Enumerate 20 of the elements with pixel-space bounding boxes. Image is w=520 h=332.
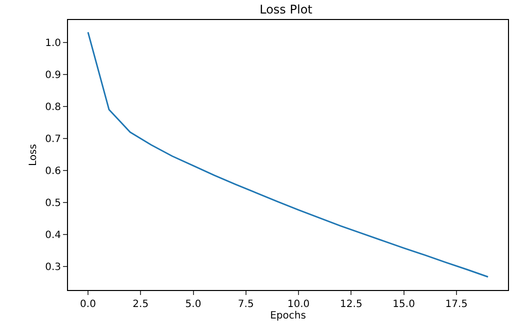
x-tick-label: 12.5 <box>340 299 362 310</box>
y-tick-label: 1.0 <box>45 38 61 49</box>
y-tick-label: 0.3 <box>45 262 61 274</box>
y-tick-label: 0.9 <box>45 70 61 81</box>
x-tick-label: 0.0 <box>80 299 96 310</box>
x-tick-label: 17.5 <box>445 299 468 310</box>
x-tick-label: 15.0 <box>392 299 415 310</box>
x-tick-label: 7.5 <box>238 299 254 310</box>
x-tick-label: 2.5 <box>132 299 149 310</box>
x-tick-label: 10.0 <box>287 299 310 310</box>
line-series <box>87 31 489 278</box>
x-axis-title: Epochs <box>270 310 306 322</box>
y-tick-label: 0.4 <box>45 230 61 242</box>
y-tick-label: 0.8 <box>45 102 61 113</box>
y-axis-title: Loss <box>28 144 40 166</box>
x-tick-label: 5.0 <box>185 299 202 310</box>
chart-title: Loss Plot <box>260 2 313 16</box>
y-tick-label: 0.6 <box>45 166 61 178</box>
y-tick-label: 0.5 <box>45 198 61 210</box>
y-tick-label: 0.7 <box>45 134 61 146</box>
